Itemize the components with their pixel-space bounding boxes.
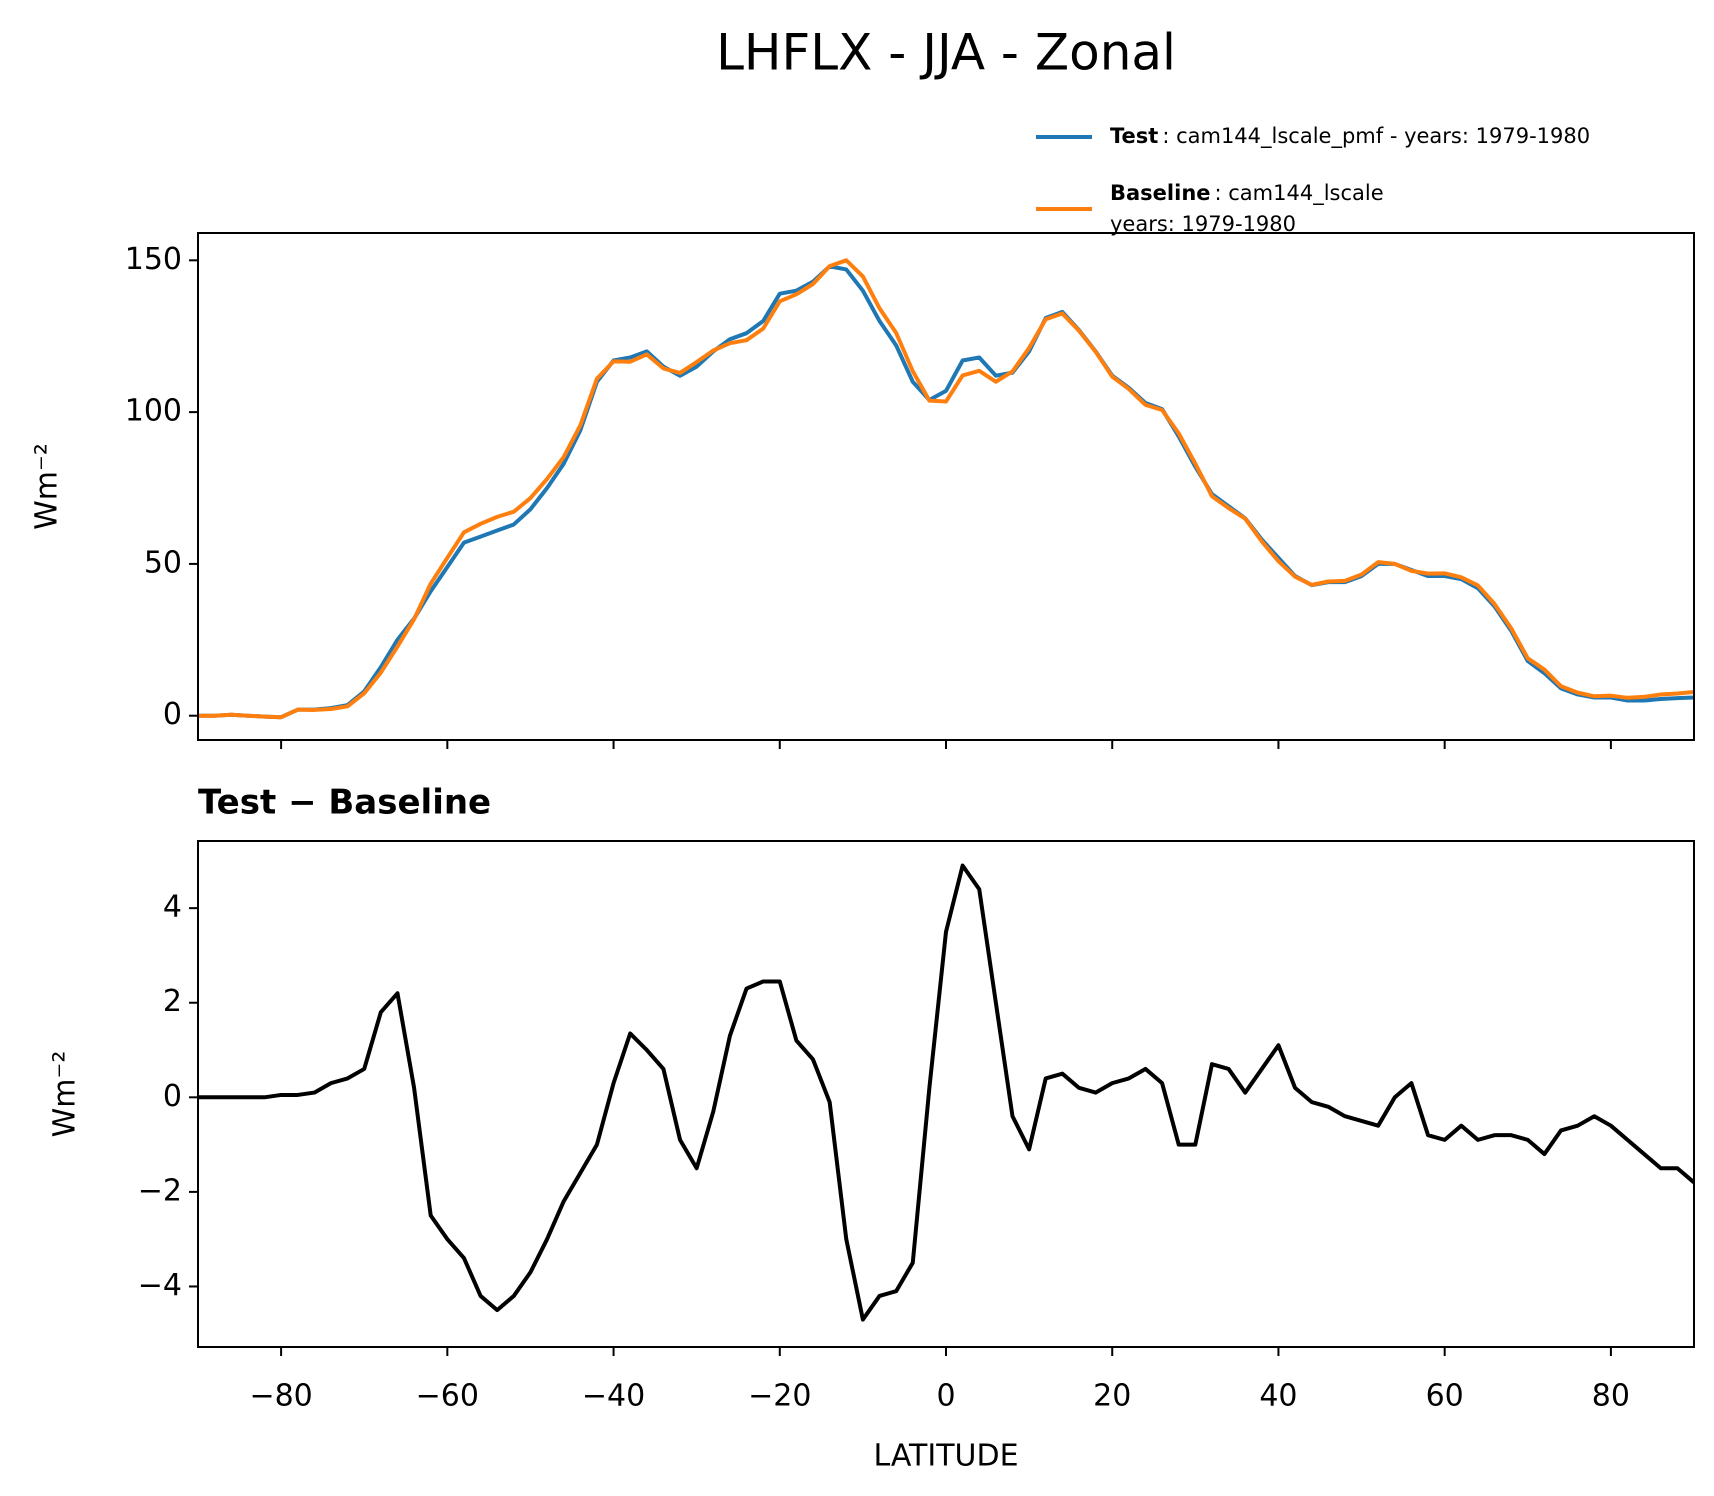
y-tick-label: −4	[138, 1268, 182, 1303]
x-tick-label: −60	[416, 1379, 479, 1414]
x-tick-label: −80	[249, 1379, 312, 1414]
axes-frame	[197, 232, 1695, 741]
y-tick-label: 4	[163, 890, 182, 925]
y-tick-label: 100	[125, 394, 182, 429]
data-line	[198, 863, 1694, 1322]
y-tick-label: 50	[144, 545, 182, 580]
legend-text: years: 1979-1980	[1110, 212, 1296, 236]
x-tick-label: 80	[1592, 1379, 1630, 1414]
y-tick-label: 0	[163, 1079, 182, 1114]
x-tick-label: 60	[1426, 1379, 1464, 1414]
y-tick-label: 2	[163, 984, 182, 1019]
axes-frame	[197, 840, 1695, 1348]
x-axis-label: LATITUDE	[873, 1439, 1018, 1474]
y-tick-label: 0	[163, 697, 182, 732]
legend-text: : cam144_lscale	[1215, 181, 1384, 206]
y-tick-label: −2	[138, 1173, 182, 1208]
x-tick-label: 40	[1259, 1379, 1297, 1414]
subplot-title: Test − Baseline	[198, 783, 491, 823]
legend-label: Test: cam144_lscale_pmf - years: 1979-19…	[1110, 124, 1590, 149]
data-line	[198, 264, 1694, 720]
x-tick-label: −20	[748, 1379, 811, 1414]
y-tick-label: 150	[125, 242, 182, 277]
x-tick-label: 20	[1093, 1379, 1131, 1414]
legend-name: Test	[1110, 124, 1158, 148]
legend-name: Baseline	[1110, 181, 1211, 205]
y-axis-label: Wm⁻²	[48, 1051, 83, 1138]
x-tick-label: −40	[582, 1379, 645, 1414]
figure-title: LHFLX - JJA - Zonal	[716, 24, 1176, 82]
y-axis-label: Wm⁻²	[30, 443, 65, 530]
legend-label: Baseline: cam144_lscale	[1110, 181, 1384, 206]
legend-text: : cam144_lscale_pmf - years: 1979-1980	[1162, 124, 1590, 149]
data-line	[198, 258, 1694, 720]
x-tick-label: 0	[936, 1379, 955, 1414]
